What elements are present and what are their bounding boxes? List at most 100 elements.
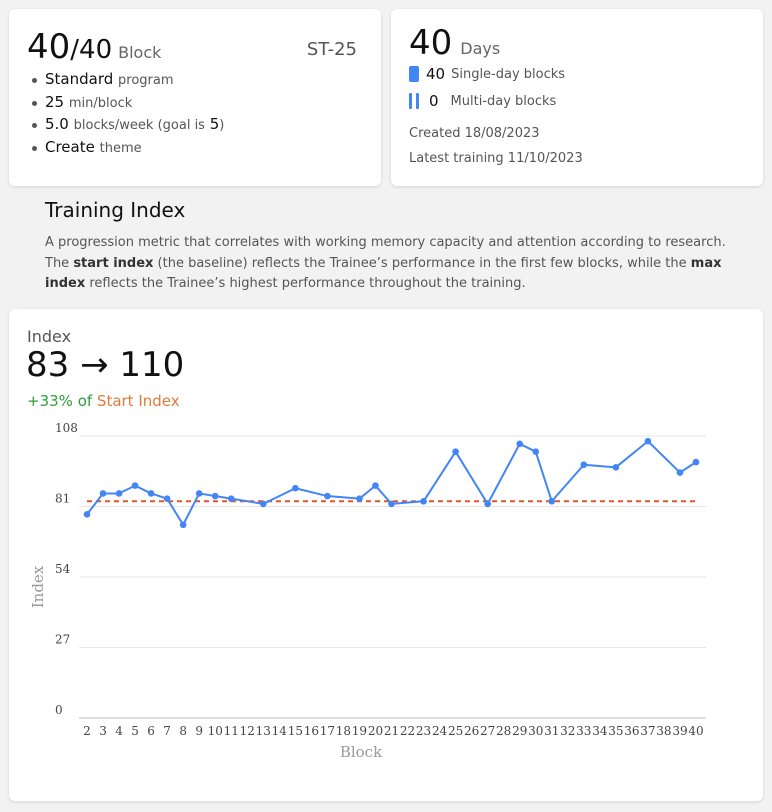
program-value: Standard <box>45 70 114 88</box>
data-point <box>612 464 620 471</box>
rate-item: 5.0 blocks/week (goal is 5) <box>31 114 224 137</box>
data-point <box>259 500 267 508</box>
program-item: Standard program <box>31 69 224 92</box>
program-label: program <box>118 73 174 88</box>
y-tick-label: 0 <box>55 703 63 717</box>
days-summary-card: 40 Days 40 Single-day blocks 0 Multi-day … <box>391 9 763 186</box>
multi-day-row: 0 Multi-day blocks <box>409 92 556 110</box>
duration-label: min/block <box>68 95 133 111</box>
y-axis-title: Index <box>29 565 47 608</box>
data-point <box>644 437 652 445</box>
single-day-count: 40 <box>426 65 446 83</box>
y-tick-label: 108 <box>55 421 78 435</box>
data-point <box>532 448 540 455</box>
program-code: ST-25 <box>306 39 357 60</box>
data-point <box>163 495 171 502</box>
description-max-index: max index <box>45 255 722 292</box>
multi-day-block-icon <box>409 93 419 109</box>
data-point <box>195 490 203 497</box>
data-point <box>115 490 123 497</box>
x-axis-title: Block <box>340 743 383 761</box>
x-tick-label: 17 <box>320 724 335 738</box>
x-tick-label: 30 <box>528 724 543 738</box>
index-change: +33% of Start Index <box>27 392 180 410</box>
x-tick-label: 19 <box>352 724 367 738</box>
description-part-3: reflects the Trainee’s highest performan… <box>85 276 526 291</box>
x-tick-label: 24 <box>432 724 448 738</box>
x-tick-label: 4 <box>115 724 123 738</box>
data-point <box>179 521 187 529</box>
data-point <box>372 482 379 489</box>
single-day-row: 40 Single-day blocks <box>409 65 565 83</box>
x-tick-label: 27 <box>480 724 495 738</box>
rate-goal: 5 <box>209 115 220 133</box>
data-point <box>147 490 155 497</box>
data-point <box>292 484 299 492</box>
data-point <box>324 492 331 500</box>
data-point <box>99 490 107 497</box>
rate-label: blocks/week (goal is <box>73 118 205 133</box>
data-point <box>692 458 700 466</box>
data-point <box>548 497 556 505</box>
duration-value: 25 <box>45 92 65 111</box>
x-tick-label: 3 <box>99 724 107 738</box>
training-index-description: A progression metric that correlates wit… <box>45 233 735 295</box>
y-tick-label: 81 <box>55 492 70 506</box>
x-tick-label: 29 <box>512 724 527 738</box>
x-tick-label: 38 <box>656 724 671 738</box>
x-tick-label: 5 <box>131 724 139 738</box>
data-point <box>211 492 219 500</box>
x-tick-label: 7 <box>163 724 171 738</box>
days-unit: Days <box>460 39 501 58</box>
theme-item: Create theme <box>31 137 224 160</box>
x-tick-label: 32 <box>560 724 575 738</box>
x-tick-label: 8 <box>179 724 187 738</box>
x-tick-label: 14 <box>272 724 288 738</box>
data-point <box>484 500 491 508</box>
x-tick-label: 40 <box>688 724 703 738</box>
theme-label: theme <box>99 140 142 156</box>
training-days: 40 Days <box>409 23 500 63</box>
x-tick-label: 31 <box>544 724 559 738</box>
description-part-1: A progression metric that correlates wit… <box>45 235 726 271</box>
x-tick-label: 20 <box>368 724 383 738</box>
description-start-index: start index <box>73 255 154 271</box>
index-change-reference: Start Index <box>96 392 180 410</box>
y-tick-label: 27 <box>55 633 70 647</box>
x-tick-label: 13 <box>256 724 271 738</box>
blocks-total-value: /40 <box>70 35 113 65</box>
index-label: Index <box>27 327 72 346</box>
data-point <box>227 495 235 502</box>
x-tick-label: 15 <box>288 724 303 738</box>
data-point <box>356 495 363 502</box>
x-tick-label: 2 <box>83 724 91 738</box>
x-tick-label: 26 <box>464 724 479 738</box>
data-point <box>516 440 524 448</box>
x-tick-label: 12 <box>240 724 255 738</box>
x-tick-label: 23 <box>416 724 431 738</box>
x-tick-label: 22 <box>400 724 415 738</box>
y-tick-label: 54 <box>55 562 71 576</box>
duration-item: 25 min/block <box>31 92 224 115</box>
data-point <box>420 497 427 505</box>
x-tick-label: 37 <box>640 724 655 738</box>
single-day-label: Single-day blocks <box>451 66 566 82</box>
data-point <box>452 448 459 455</box>
data-point <box>83 511 91 518</box>
x-tick-label: 6 <box>147 724 155 738</box>
blocks-completed: 40/40 Block <box>27 27 161 67</box>
training-index-title: Training Index <box>45 198 186 222</box>
x-tick-label: 25 <box>448 724 463 738</box>
multi-day-count: 0 <box>429 92 439 110</box>
data-point <box>676 469 684 476</box>
multi-day-label: Multi-day blocks <box>450 93 557 109</box>
x-tick-label: 28 <box>496 724 511 738</box>
x-tick-label: 11 <box>224 724 239 738</box>
blocks-unit: Block <box>118 43 162 62</box>
x-tick-label: 33 <box>576 724 591 738</box>
rate-value: 5.0 <box>45 115 69 133</box>
created-date: Created 18/08/2023 <box>409 126 540 141</box>
x-tick-label: 18 <box>336 724 351 738</box>
theme-value: Create <box>45 137 95 156</box>
